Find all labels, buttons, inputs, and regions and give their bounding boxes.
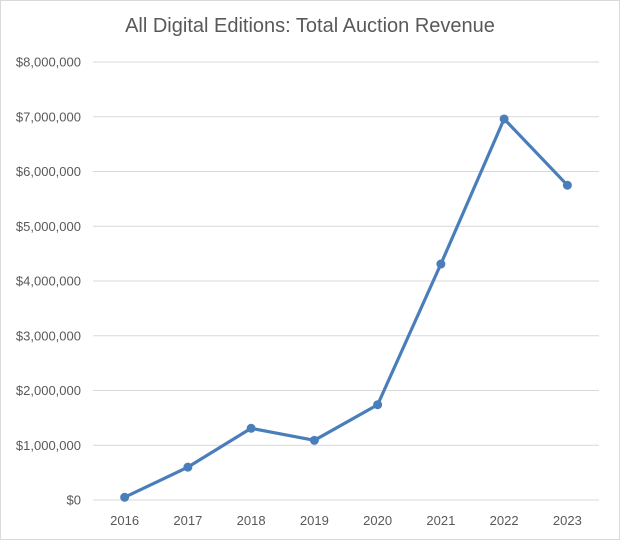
- data-point: [373, 400, 383, 410]
- data-point: [246, 423, 256, 433]
- x-tick-label: 2019: [300, 513, 329, 528]
- y-tick-label: $2,000,000: [16, 383, 81, 398]
- series-line: [123, 117, 569, 499]
- data-point: [183, 462, 193, 472]
- y-tick-label: $4,000,000: [16, 274, 81, 289]
- chart-title: All Digital Editions: Total Auction Reve…: [125, 15, 495, 37]
- y-tick-label: $7,000,000: [16, 109, 81, 124]
- data-point: [562, 180, 572, 190]
- data-point: [309, 435, 319, 445]
- x-tick-label: 2023: [553, 513, 582, 528]
- y-tick-label: $6,000,000: [16, 164, 81, 179]
- x-tick-label: 2020: [363, 513, 392, 528]
- x-tick-label: 2018: [237, 513, 266, 528]
- data-point: [499, 114, 509, 124]
- data-point: [120, 492, 130, 502]
- y-tick-label: $5,000,000: [16, 219, 81, 234]
- data-point: [436, 259, 446, 269]
- y-tick-label: $0: [67, 493, 81, 508]
- x-tick-label: 2021: [426, 513, 455, 528]
- x-tick-label: 2016: [110, 513, 139, 528]
- y-tick-label: $3,000,000: [16, 328, 81, 343]
- x-tick-label: 2022: [490, 513, 519, 528]
- y-tick-label: $1,000,000: [16, 438, 81, 453]
- x-tick-label: 2017: [173, 513, 202, 528]
- y-tick-label: $8,000,000: [16, 55, 81, 70]
